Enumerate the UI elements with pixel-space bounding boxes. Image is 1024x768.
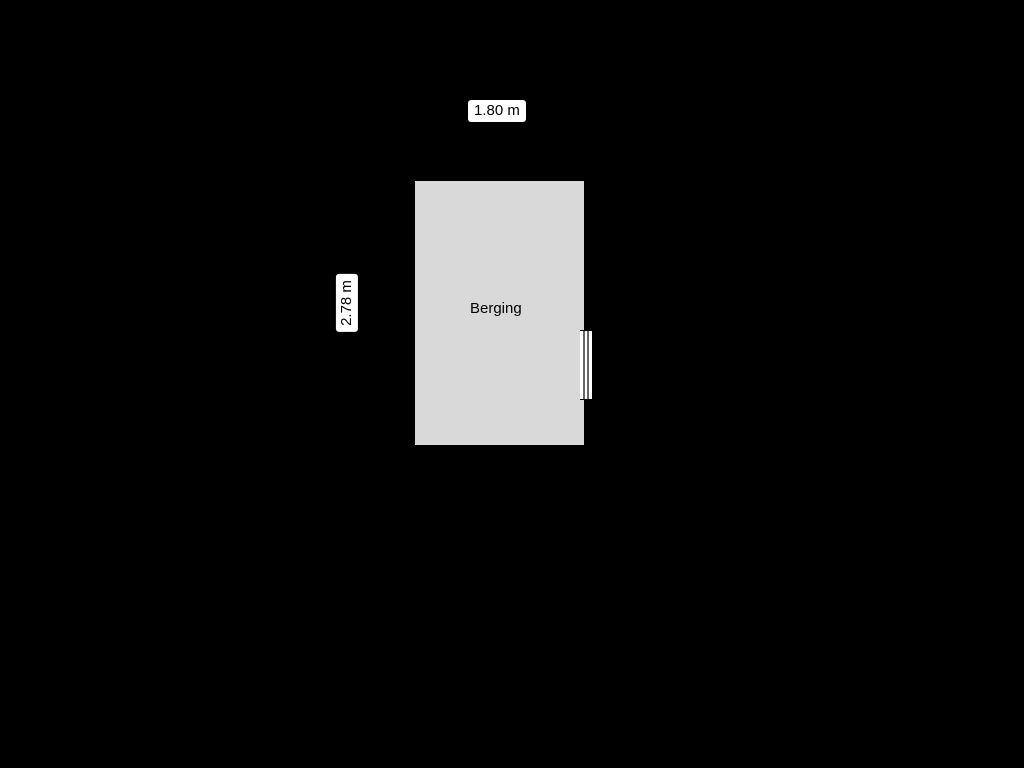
room-label: Berging: [470, 300, 522, 317]
floorplan-canvas: Berging 1.80 m 2.78 m: [0, 0, 1024, 768]
door: [580, 330, 592, 400]
dimension-width-label: 1.80 m: [468, 100, 526, 122]
dimension-height-label: 2.78 m: [336, 274, 358, 332]
